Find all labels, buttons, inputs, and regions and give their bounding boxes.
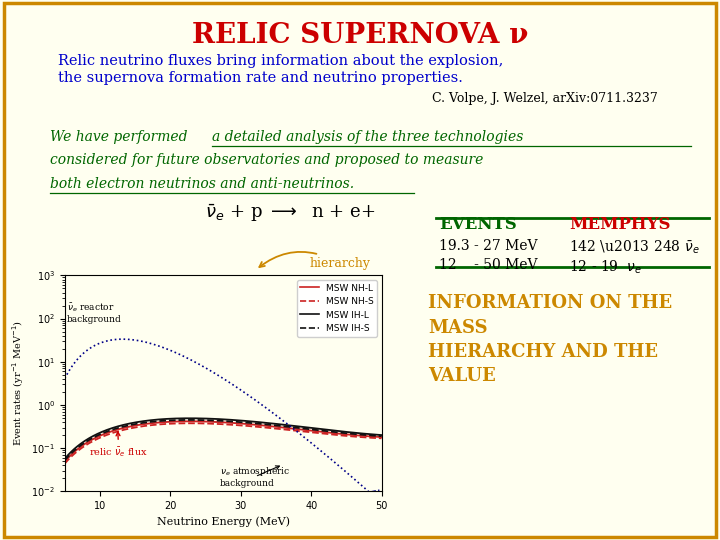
- Text: Relic neutrino fluxes bring information about the explosion,: Relic neutrino fluxes bring information …: [58, 54, 503, 68]
- Text: the supernova formation rate and neutrino properties.: the supernova formation rate and neutrin…: [58, 71, 462, 85]
- Text: $\nu_e$ atmospheric
background: $\nu_e$ atmospheric background: [220, 465, 290, 489]
- Text: 12    - 50 MeV: 12 - 50 MeV: [439, 258, 538, 272]
- Text: both electron neutrinos and anti-neutrinos.: both electron neutrinos and anti-neutrin…: [50, 177, 354, 191]
- Text: relic $\bar{\nu}_e$ flux: relic $\bar{\nu}_e$ flux: [89, 432, 148, 458]
- Text: $\bar{\nu}_e$ reactor
background: $\bar{\nu}_e$ reactor background: [67, 301, 122, 325]
- Text: 142 \u2013 248 $\bar{\nu}_e$: 142 \u2013 248 $\bar{\nu}_e$: [569, 239, 699, 256]
- Text: considered for future observatories and proposed to measure: considered for future observatories and …: [50, 153, 484, 167]
- Text: a detailed analysis of the three technologies: a detailed analysis of the three technol…: [212, 130, 523, 144]
- Y-axis label: Event rates (yr$^{-1}$ MeV$^{-1}$): Event rates (yr$^{-1}$ MeV$^{-1}$): [10, 320, 26, 447]
- Text: 19.3 - 27 MeV: 19.3 - 27 MeV: [439, 239, 538, 253]
- Text: hierarchy: hierarchy: [259, 252, 371, 271]
- Text: We have performed: We have performed: [50, 130, 192, 144]
- Text: RELIC SUPERNOVA ν: RELIC SUPERNOVA ν: [192, 22, 528, 49]
- Text: MEMPHYS: MEMPHYS: [569, 216, 670, 233]
- Legend: MSW NH-L, MSW NH-S, MSW IH-L, MSW IH-S: MSW NH-L, MSW NH-S, MSW IH-L, MSW IH-S: [297, 280, 377, 336]
- X-axis label: Neutrino Energy (MeV): Neutrino Energy (MeV): [157, 517, 289, 527]
- Text: $\bar{\nu}_e$ + p $\longrightarrow$  n + e+: $\bar{\nu}_e$ + p $\longrightarrow$ n + …: [205, 202, 376, 224]
- Text: $\theta_{13}$: $\theta_{13}$: [277, 276, 301, 295]
- Text: C. Volpe, J. Welzel, arXiv:0711.3237: C. Volpe, J. Welzel, arXiv:0711.3237: [432, 92, 658, 105]
- Text: 12 - 19  $\nu_e$: 12 - 19 $\nu_e$: [569, 258, 642, 275]
- Text: INFORMATION ON THE
MASS
HIERARCHY AND THE
VALUE: INFORMATION ON THE MASS HIERARCHY AND TH…: [428, 294, 672, 385]
- Text: EVENTS: EVENTS: [439, 216, 517, 233]
